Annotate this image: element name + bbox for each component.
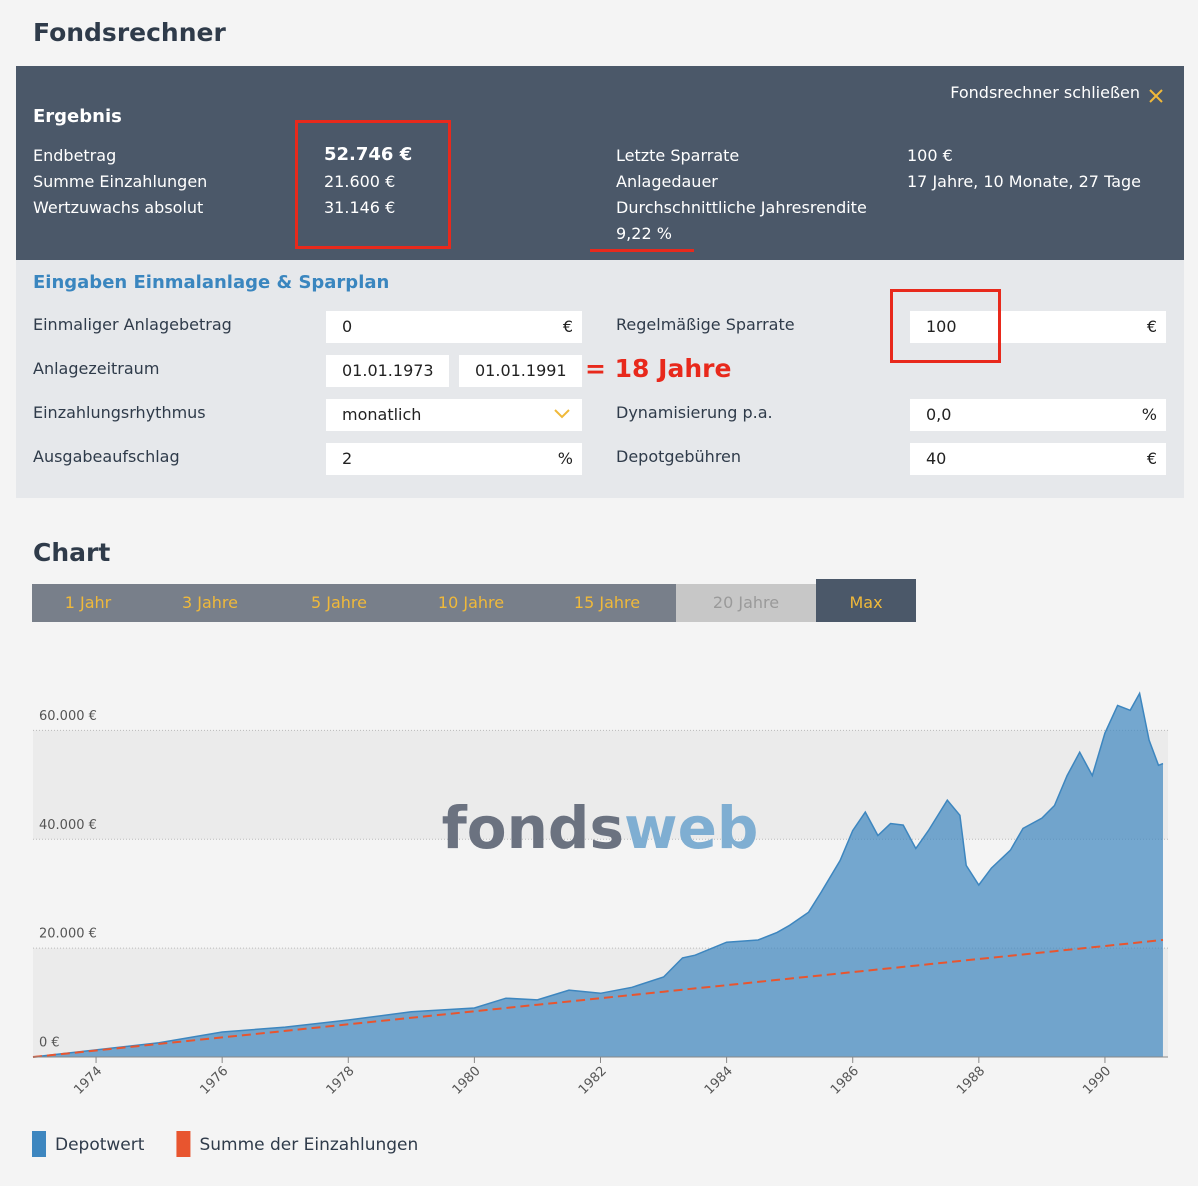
x-tick-label: 1986 <box>828 1064 862 1098</box>
result-label: Letzte Sparrate <box>616 146 740 165</box>
watermark: fondsweb <box>442 794 759 862</box>
result-label: Summe Einzahlungen <box>33 172 208 191</box>
x-tick-label: 1984 <box>702 1064 736 1098</box>
input-value: 0,0 <box>926 405 952 424</box>
input-unit: % <box>557 449 573 468</box>
watermark-part: web <box>624 794 758 862</box>
y-tick-label: 60.000 € <box>39 709 97 724</box>
tab[interactable]: 1 Jahr <box>64 593 112 612</box>
legend-label: Depotwert <box>55 1135 145 1155</box>
legend-swatch <box>176 1131 191 1157</box>
input-label: Einmaliger Anlagebetrag <box>33 315 232 334</box>
input-unit: € <box>562 317 573 336</box>
input-label: Einzahlungsrhythmus <box>33 403 206 422</box>
date-field[interactable]: 01.01.1991 <box>459 355 582 387</box>
input-value: 01.01.1991 <box>475 361 567 380</box>
input-field[interactable]: 100 € <box>910 311 1166 343</box>
input-label: Ausgabeaufschlag <box>33 447 180 466</box>
result-value: 100 € <box>907 146 953 165</box>
result-label: Anlagedauer <box>616 172 718 191</box>
input-field[interactable]: 40 € <box>910 443 1166 475</box>
result-value: 21.600 € <box>324 172 396 191</box>
y-tick-label: 20.000 € <box>39 927 97 942</box>
x-tick-label: 1988 <box>954 1064 988 1098</box>
area <box>33 693 1163 1057</box>
page-title: Fondsrechner <box>33 18 226 47</box>
result-value: 17 Jahre, 10 Monate, 27 Tage <box>907 172 1141 191</box>
input-label: Depotgebühren <box>616 447 742 466</box>
result-title: Ergebnis <box>33 106 122 127</box>
input-value: 0 <box>342 317 353 336</box>
result-label: Wertzuwachs absolut <box>33 198 204 217</box>
highlight-box <box>890 289 1001 363</box>
annotation: = 18 Jahre <box>585 354 732 383</box>
input-value: 01.01.1973 <box>342 361 434 380</box>
y-tick-label: 40.000 € <box>39 818 97 833</box>
input-unit: % <box>1141 405 1157 424</box>
highlight-underline <box>590 249 694 252</box>
dashed-line <box>32 939 1164 1058</box>
input-field[interactable]: 2% <box>326 443 582 475</box>
input-value: 2 <box>342 449 353 468</box>
x-tick-label: 1974 <box>71 1064 105 1098</box>
x-tick-label: 1980 <box>450 1064 484 1098</box>
date-field[interactable]: 01.01.1973 <box>326 355 449 387</box>
tab-bar <box>32 584 676 622</box>
legend-label: Summe der Einzahlungen <box>199 1135 418 1155</box>
tab[interactable]: 3 Jahre <box>182 593 238 612</box>
input-label: Regelmäßige Sparrate <box>616 315 795 334</box>
input-value: monatlich <box>342 405 422 424</box>
result-value: 9,22 % <box>616 224 672 243</box>
x-tick-label: 1990 <box>1080 1064 1114 1098</box>
tab-disabled: 20 Jahre <box>676 584 816 622</box>
dropdown-icon <box>554 409 570 419</box>
input-field[interactable]: 0 € <box>326 311 582 343</box>
input-label: Dynamisierung p.a. <box>616 403 773 422</box>
input-unit: € <box>1146 317 1157 336</box>
x-tick-label: 1976 <box>197 1064 231 1098</box>
legend-swatch <box>32 1131 46 1157</box>
input-unit: € <box>1146 449 1157 468</box>
close-icon[interactable] <box>1148 88 1164 104</box>
select-field[interactable]: monatlich <box>326 399 582 431</box>
result-label: Durchschnittliche Jahresrendite <box>616 198 867 217</box>
input-value: 100 <box>926 317 957 336</box>
tab[interactable]: 5 Jahre <box>311 593 367 612</box>
input-title: Eingaben Einmalanlage & Sparplan <box>33 272 390 293</box>
result-panel <box>16 66 1184 260</box>
highlight-box <box>295 120 451 249</box>
result-value: 52.746 € <box>324 144 413 165</box>
x-tick-label: 1982 <box>576 1064 610 1098</box>
grid-band <box>33 730 1168 840</box>
chart-section-title: Chart <box>33 538 111 567</box>
input-value: 40 <box>926 449 947 468</box>
input-label: Anlagezeitraum <box>33 359 160 378</box>
result-value: 31.146 € <box>324 198 396 217</box>
close-link[interactable]: Fondsrechner schließen <box>950 83 1140 102</box>
x-tick-label: 1978 <box>324 1064 358 1098</box>
line <box>32 691 1164 1058</box>
watermark-part: fonds <box>442 794 624 862</box>
tab[interactable]: 10 Jahre <box>437 593 505 612</box>
y-tick-label: 0 € <box>39 1036 60 1051</box>
tab-active[interactable]: Max <box>816 579 916 622</box>
tab[interactable]: 15 Jahre <box>573 593 641 612</box>
result-label: Endbetrag <box>33 146 117 165</box>
input-field[interactable]: 0,0% <box>910 399 1166 431</box>
